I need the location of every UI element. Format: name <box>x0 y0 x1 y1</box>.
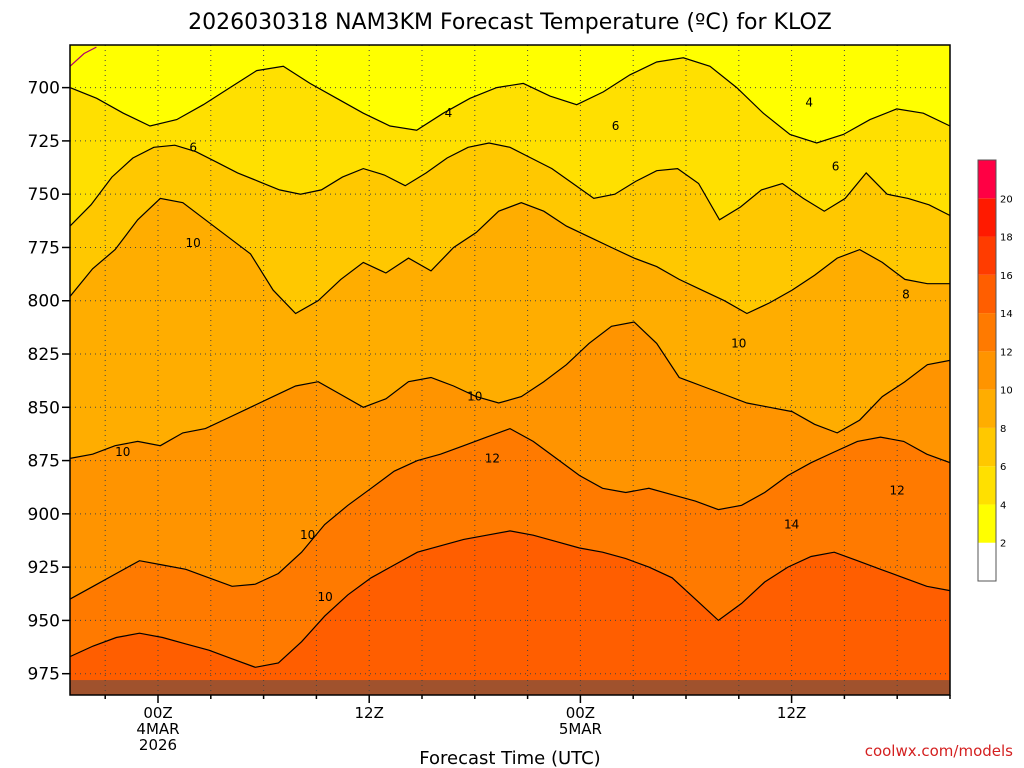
contour-label: 10 <box>115 445 130 459</box>
colorbar-label: 18 <box>1000 233 1013 244</box>
x-axis: 00Z 4MAR 2026 12Z 00Z 5MAR 12Z <box>104 695 951 754</box>
contour-label: 14 <box>784 518 799 532</box>
contour-label: 6 <box>832 159 840 173</box>
isotherm-line-8 <box>70 197 950 315</box>
colorbar-label: 16 <box>1000 271 1013 282</box>
colorbar-swatch <box>978 274 996 314</box>
contour-label: 4 <box>805 96 813 110</box>
x-axis-label: Forecast Time (UTC) <box>419 748 600 768</box>
x-tick-label: 00Z 4MAR 2026 <box>136 704 179 754</box>
contour-labels: 4 4 6 6 6 8 10 10 10 10 10 10 12 12 14 <box>115 96 910 604</box>
colorbar-swatch <box>978 466 996 505</box>
contour-label: 12 <box>485 451 500 465</box>
y-tick-label: 875 <box>28 452 60 472</box>
y-tick-label: 800 <box>28 292 60 312</box>
contour-label: 10 <box>318 590 333 604</box>
colorbar: 2 4 6 8 10 12 14 16 18 20 <box>977 159 1013 582</box>
x-tick-label: 12Z <box>777 704 806 722</box>
gridlines <box>70 45 950 695</box>
colorbar-label: 14 <box>1000 309 1013 320</box>
colorbar-swatch <box>978 313 996 352</box>
isotherm-line-10 <box>70 321 950 459</box>
colorbar-swatch <box>978 160 996 199</box>
temperature-fills <box>70 45 950 695</box>
credit-text: coolwx.com/models <box>865 742 1013 760</box>
y-axis: 700 725 750 775 800 825 850 875 900 925 950 975 <box>28 79 70 685</box>
y-tick-label: 900 <box>28 505 60 525</box>
contour-label: 12 <box>890 483 905 497</box>
y-tick-label: 750 <box>28 185 60 205</box>
y-tick-label: 850 <box>28 398 60 418</box>
colorbar-frame <box>977 159 997 582</box>
isotherm-line-14 <box>70 530 950 668</box>
contour-label: 8 <box>902 287 910 301</box>
isotherm-line-4 <box>70 57 950 144</box>
contour-label: 10 <box>467 390 482 404</box>
colorbar-swatch <box>978 236 996 275</box>
isotherm-line-12 <box>70 427 950 600</box>
colorbar-label: 6 <box>1000 462 1006 473</box>
contour-label: 10 <box>731 336 746 350</box>
colorbar-swatch <box>978 542 996 581</box>
colorbar-swatch <box>978 389 996 428</box>
contour-label: 10 <box>300 528 315 542</box>
chart-title: 2026030318 NAM3KM Forecast Temperature (… <box>188 10 832 35</box>
colorbar-swatch <box>978 504 996 543</box>
y-tick-label: 825 <box>28 345 60 365</box>
contour-label: 6 <box>189 140 197 154</box>
colorbar-label: 20 <box>1000 194 1013 205</box>
colorbar-label: 10 <box>1000 386 1013 397</box>
plot-frame <box>69 44 951 696</box>
contour-label: 6 <box>612 119 620 133</box>
y-tick-label: 700 <box>28 79 60 99</box>
y-tick-label: 725 <box>28 132 60 152</box>
isotherm-line-2 <box>70 46 97 67</box>
x-tick-label: 12Z <box>355 704 384 722</box>
band-fill-14 <box>70 530 950 695</box>
contour-label: 10 <box>186 236 201 250</box>
isotherm-line-6 <box>70 142 950 227</box>
y-tick-label: 775 <box>28 238 60 258</box>
y-tick-label: 950 <box>28 611 60 631</box>
ground-fill <box>70 680 950 695</box>
colorbar-label: 2 <box>1000 539 1006 550</box>
x-tick-label: 00Z 5MAR <box>559 704 602 738</box>
colorbar-swatch <box>978 351 996 390</box>
colorbar-label: 8 <box>1000 424 1006 435</box>
colorbar-label: 4 <box>1000 500 1006 511</box>
y-tick-label: 975 <box>28 665 60 685</box>
colorbar-swatch <box>978 427 996 467</box>
contour-label: 4 <box>445 106 453 120</box>
y-tick-label: 925 <box>28 558 60 578</box>
colorbar-swatch <box>978 198 996 237</box>
colorbar-label: 12 <box>1000 347 1013 358</box>
isotherm-lines <box>70 46 950 668</box>
